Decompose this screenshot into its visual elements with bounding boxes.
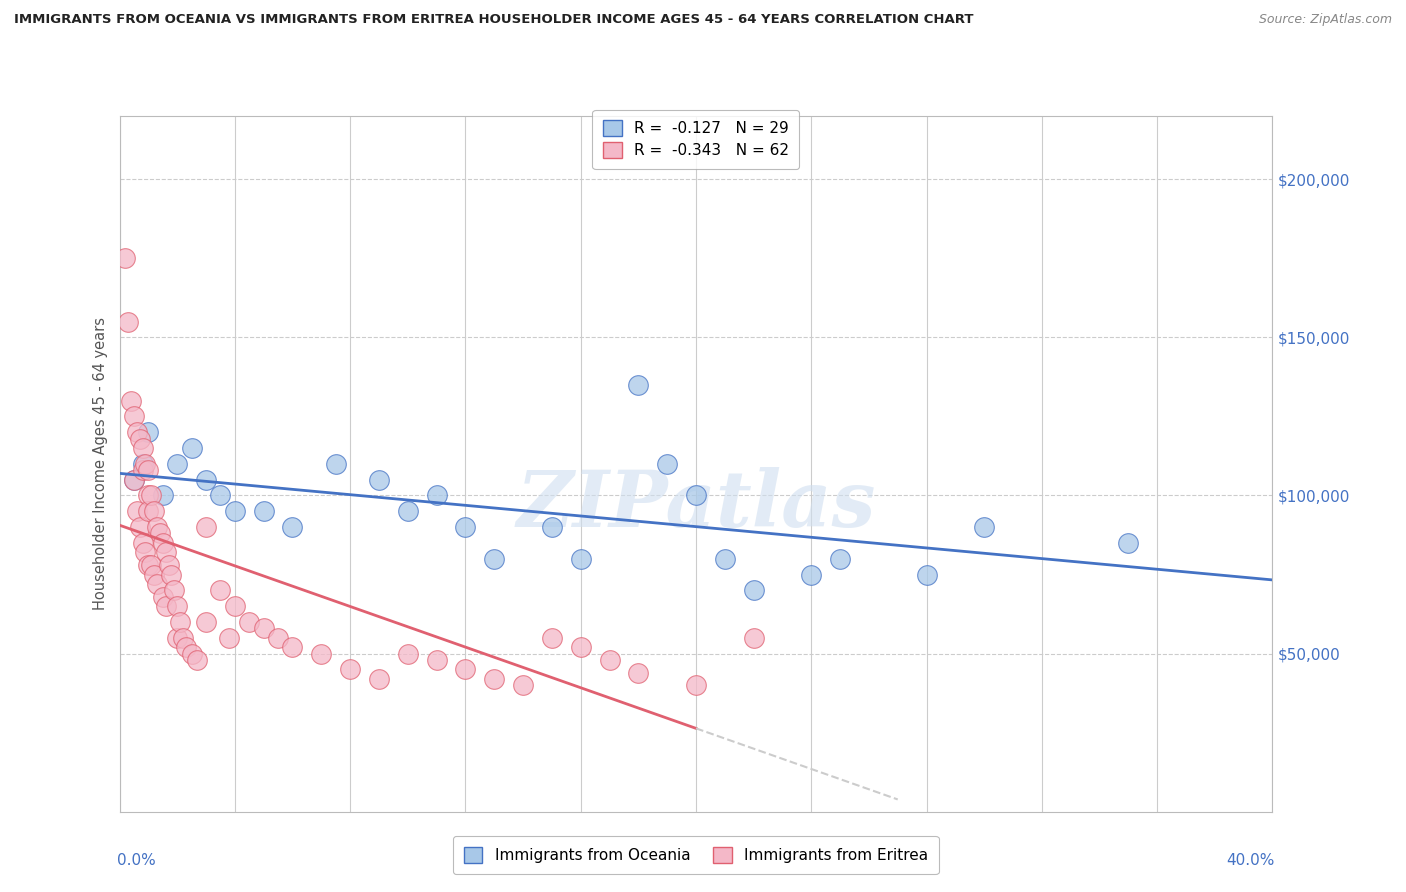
Point: [172, 631, 194, 645]
Point: [569, 551, 592, 566]
Legend: R =  -0.127   N = 29, R =  -0.343   N = 62: R = -0.127 N = 29, R = -0.343 N = 62: [592, 110, 800, 169]
Text: Source: ZipAtlas.com: Source: ZipAtlas.com: [1258, 13, 1392, 27]
Point: [146, 520, 169, 534]
Point: [128, 432, 150, 446]
Point: [253, 621, 276, 635]
Point: [742, 631, 765, 645]
Point: [218, 631, 240, 645]
Point: [141, 558, 163, 572]
Point: [128, 520, 150, 534]
Point: [180, 647, 202, 661]
Point: [281, 640, 304, 655]
Point: [194, 473, 217, 487]
Point: [143, 567, 166, 582]
Point: [155, 599, 177, 614]
Point: [569, 640, 592, 655]
Point: [224, 504, 246, 518]
Point: [152, 536, 174, 550]
Text: ZIPatlas: ZIPatlas: [516, 467, 876, 544]
Point: [122, 409, 145, 424]
Point: [131, 536, 153, 550]
Point: [627, 377, 650, 392]
Point: [655, 457, 678, 471]
Point: [160, 567, 183, 582]
Point: [166, 631, 188, 645]
Point: [540, 631, 562, 645]
Point: [146, 577, 169, 591]
Text: IMMIGRANTS FROM OCEANIA VS IMMIGRANTS FROM ERITREA HOUSEHOLDER INCOME AGES 45 - : IMMIGRANTS FROM OCEANIA VS IMMIGRANTS FR…: [14, 13, 973, 27]
Point: [131, 457, 153, 471]
Point: [166, 599, 188, 614]
Point: [122, 473, 145, 487]
Point: [915, 567, 938, 582]
Point: [267, 631, 290, 645]
Point: [163, 583, 186, 598]
Point: [540, 520, 562, 534]
Point: [484, 551, 506, 566]
Point: [138, 463, 160, 477]
Point: [396, 647, 419, 661]
Point: [281, 520, 304, 534]
Point: [125, 504, 148, 518]
Point: [194, 615, 217, 629]
Point: [425, 488, 447, 502]
Y-axis label: Householder Income Ages 45 - 64 years: Householder Income Ages 45 - 64 years: [93, 318, 108, 610]
Point: [713, 551, 737, 566]
Point: [131, 463, 153, 477]
Point: [339, 662, 361, 676]
Point: [141, 488, 163, 502]
Point: [253, 504, 276, 518]
Point: [134, 545, 156, 559]
Point: [512, 678, 534, 692]
Point: [138, 504, 160, 518]
Point: [138, 488, 160, 502]
Point: [627, 665, 650, 680]
Point: [138, 558, 160, 572]
Point: [131, 441, 153, 455]
Point: [973, 520, 995, 534]
Point: [368, 473, 391, 487]
Point: [117, 314, 139, 328]
Point: [180, 441, 202, 455]
Point: [166, 457, 188, 471]
Point: [169, 615, 191, 629]
Point: [238, 615, 260, 629]
Point: [209, 583, 232, 598]
Point: [120, 393, 142, 408]
Point: [122, 473, 145, 487]
Point: [1116, 536, 1139, 550]
Point: [157, 558, 180, 572]
Point: [155, 545, 177, 559]
Point: [425, 653, 447, 667]
Point: [396, 504, 419, 518]
Point: [484, 672, 506, 686]
Point: [368, 672, 391, 686]
Point: [828, 551, 851, 566]
Point: [194, 520, 217, 534]
Point: [152, 590, 174, 604]
Point: [454, 520, 477, 534]
Point: [186, 653, 208, 667]
Point: [454, 662, 477, 676]
Point: [309, 647, 332, 661]
Point: [134, 457, 156, 471]
Point: [685, 678, 707, 692]
Point: [174, 640, 197, 655]
Point: [152, 488, 174, 502]
Point: [143, 504, 166, 518]
Point: [685, 488, 707, 502]
Point: [224, 599, 246, 614]
Point: [209, 488, 232, 502]
Point: [800, 567, 823, 582]
Point: [125, 425, 148, 440]
Point: [599, 653, 621, 667]
Point: [138, 425, 160, 440]
Text: 40.0%: 40.0%: [1226, 854, 1275, 869]
Point: [114, 252, 136, 266]
Text: 0.0%: 0.0%: [117, 854, 156, 869]
Point: [325, 457, 347, 471]
Point: [149, 526, 172, 541]
Point: [742, 583, 765, 598]
